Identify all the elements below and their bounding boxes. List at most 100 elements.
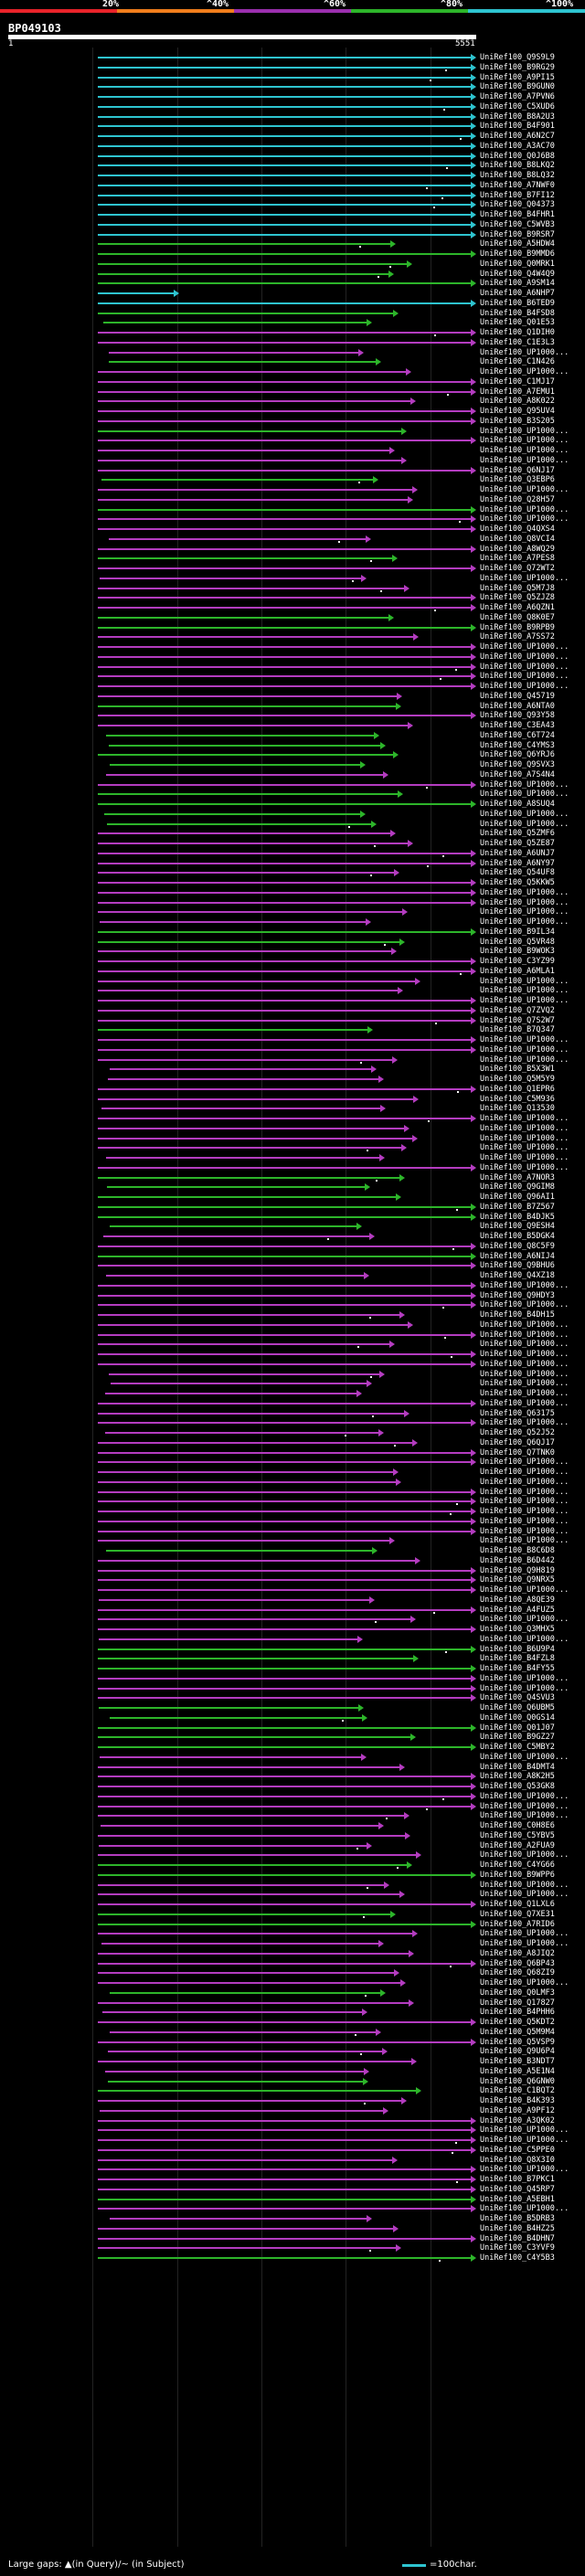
hit-label[interactable]: UniRef100_A9PF12 [480, 2106, 555, 2115]
hit-label[interactable]: UniRef100_A4FUZ5 [480, 1606, 555, 1615]
hit-label[interactable]: UniRef100_UP1000... [480, 917, 569, 927]
hit-row[interactable]: UniRef100_Q01E53 [0, 318, 585, 327]
hit-label[interactable]: UniRef100_UP1000... [480, 652, 569, 662]
hit-label[interactable]: UniRef100_UP1000... [480, 574, 569, 583]
hit-label[interactable]: UniRef100_Q5VSP9 [480, 2038, 555, 2047]
hit-label[interactable]: UniRef100_UP1000... [480, 348, 569, 357]
hit-label[interactable]: UniRef100_Q68ZI9 [480, 1968, 555, 1977]
hit-label[interactable]: UniRef100_B7Z567 [480, 1203, 555, 1212]
hit-label[interactable]: UniRef100_Q7ZVQ2 [480, 1006, 555, 1015]
hit-alignment-bar[interactable] [98, 1570, 471, 1572]
hit-row[interactable]: UniRef100_Q63175 [0, 1409, 585, 1418]
hit-label[interactable]: UniRef100_Q4W4Q9 [480, 270, 555, 279]
hit-row[interactable]: UniRef100_B9GUN0 [0, 82, 585, 91]
hit-label[interactable]: UniRef100_UP1000... [480, 1850, 569, 1860]
hit-row[interactable]: UniRef100_Q9ESH4 [0, 1222, 585, 1231]
hit-alignment-bar[interactable] [98, 2041, 471, 2043]
hit-label[interactable]: UniRef100_B4HZ25 [480, 2224, 555, 2233]
hit-row[interactable]: UniRef100_Q95UV4 [0, 407, 585, 416]
hit-label[interactable]: UniRef100_UP1000... [480, 485, 569, 494]
hit-label[interactable]: UniRef100_Q9BHU6 [480, 1261, 555, 1270]
hit-label[interactable]: UniRef100_Q7TNK0 [480, 1448, 555, 1458]
hit-label[interactable]: UniRef100_B8LQ32 [480, 171, 555, 180]
hit-row[interactable]: UniRef100_B8LKQ2 [0, 161, 585, 170]
hit-label[interactable]: UniRef100_UP1000... [480, 1035, 569, 1044]
hit-row[interactable]: UniRef100_B4PHH6 [0, 2008, 585, 2017]
hit-alignment-bar[interactable] [98, 313, 393, 314]
hit-label[interactable]: UniRef100_UP1000... [480, 367, 569, 376]
hit-row[interactable]: UniRef100_A7SS72 [0, 632, 585, 641]
hit-row[interactable]: UniRef100_UP1000... [0, 888, 585, 897]
hit-label[interactable]: UniRef100_A7SS72 [480, 632, 555, 641]
hit-alignment-bar[interactable] [98, 2090, 416, 2092]
hit-alignment-bar[interactable] [98, 1982, 400, 1984]
hit-row[interactable]: UniRef100_UP1000... [0, 1536, 585, 1545]
hit-row[interactable]: UniRef100_Q5M7J8 [0, 584, 585, 593]
hit-alignment-bar[interactable] [98, 1884, 384, 1886]
hit-alignment-bar[interactable] [98, 1256, 471, 1257]
hit-row[interactable]: UniRef100_A5E1N4 [0, 2067, 585, 2076]
hit-alignment-bar[interactable] [98, 1864, 407, 1866]
hit-row[interactable]: UniRef100_Q01J07 [0, 1723, 585, 1733]
hit-alignment-bar[interactable] [98, 460, 401, 461]
hit-alignment-bar[interactable] [98, 1953, 409, 1955]
hit-alignment-bar[interactable] [100, 2110, 383, 2112]
hit-label[interactable]: UniRef100_B9RPB9 [480, 623, 555, 632]
hit-label[interactable]: UniRef100_Q54UF8 [480, 868, 555, 877]
hit-row[interactable]: UniRef100_UP1000... [0, 1881, 585, 1890]
hit-label[interactable]: UniRef100_UP1000... [480, 1055, 569, 1065]
hit-row[interactable]: UniRef100_Q13530 [0, 1104, 585, 1113]
hit-alignment-bar[interactable] [98, 843, 408, 844]
hit-row[interactable]: UniRef100_UP1000... [0, 1153, 585, 1162]
hit-alignment-bar[interactable] [98, 204, 471, 206]
hit-row[interactable]: UniRef100_C3YZ99 [0, 957, 585, 966]
hit-label[interactable]: UniRef100_A8K022 [480, 397, 555, 406]
hit-label[interactable]: UniRef100_UP1000... [480, 1811, 569, 1820]
hit-label[interactable]: UniRef100_C1BQT2 [480, 2086, 555, 2095]
hit-row[interactable]: UniRef100_B9GZ27 [0, 1733, 585, 1742]
hit-row[interactable]: UniRef100_A6NHP7 [0, 289, 585, 298]
hit-row[interactable]: UniRef100_Q5KDT2 [0, 2018, 585, 2027]
hit-alignment-bar[interactable] [98, 1413, 404, 1415]
hit-row[interactable]: UniRef100_Q6BP43 [0, 1959, 585, 1968]
hit-label[interactable]: UniRef100_Q45RP7 [480, 2185, 555, 2194]
hit-row[interactable]: UniRef100_UP1000... [0, 1045, 585, 1055]
hit-label[interactable]: UniRef100_B6TED9 [480, 299, 555, 308]
hit-row[interactable]: UniRef100_UP1000... [0, 682, 585, 691]
hit-label[interactable]: UniRef100_A3QK02 [480, 2116, 555, 2125]
hit-row[interactable]: UniRef100_Q7XE31 [0, 1910, 585, 1919]
hit-label[interactable]: UniRef100_C5YBV5 [480, 1831, 555, 1840]
hit-row[interactable]: UniRef100_Q28H57 [0, 495, 585, 504]
hit-alignment-bar[interactable] [106, 1550, 372, 1552]
hit-alignment-bar[interactable] [98, 2247, 396, 2249]
hit-row[interactable]: UniRef100_UP1000... [0, 1163, 585, 1172]
hit-row[interactable]: UniRef100_Q6GNW0 [0, 2077, 585, 2086]
hit-alignment-bar[interactable] [106, 1275, 364, 1277]
hit-label[interactable]: UniRef100_Q1LXL6 [480, 1900, 555, 1909]
hit-label[interactable]: UniRef100_UP1000... [480, 1881, 569, 1890]
hit-row[interactable]: UniRef100_Q5VR48 [0, 938, 585, 947]
hit-alignment-bar[interactable] [98, 1020, 471, 1022]
hit-label[interactable]: UniRef100_UP1000... [480, 642, 569, 652]
hit-alignment-bar[interactable] [98, 607, 471, 609]
hit-row[interactable]: UniRef100_UP1000... [0, 1488, 585, 1497]
hit-alignment-bar[interactable] [98, 1766, 399, 1768]
hit-alignment-bar[interactable] [98, 872, 394, 874]
hit-alignment-bar[interactable] [98, 1531, 471, 1532]
hit-alignment-bar[interactable] [98, 1903, 471, 1905]
hit-row[interactable]: UniRef100_UP1000... [0, 1458, 585, 1467]
hit-alignment-bar[interactable] [98, 882, 471, 884]
hit-alignment-bar[interactable] [98, 1177, 399, 1179]
hit-label[interactable]: UniRef100_A8JIQ2 [480, 1949, 555, 1958]
hit-alignment-bar[interactable] [98, 981, 415, 982]
hit-row[interactable]: UniRef100_B4F901 [0, 122, 585, 131]
hit-row[interactable]: UniRef100_A6NTA0 [0, 702, 585, 711]
hit-row[interactable]: UniRef100_A7NOR3 [0, 1173, 585, 1182]
hit-alignment-bar[interactable] [98, 754, 393, 756]
hit-alignment-bar[interactable] [98, 588, 404, 589]
hit-label[interactable]: UniRef100_Q6QJ17 [480, 1438, 555, 1447]
hit-row[interactable]: UniRef100_Q9HDY3 [0, 1291, 585, 1300]
hit-alignment-bar[interactable] [98, 1589, 471, 1591]
hit-row[interactable]: UniRef100_Q5M9M4 [0, 2028, 585, 2037]
hit-label[interactable]: UniRef100_Q5VR48 [480, 938, 555, 947]
